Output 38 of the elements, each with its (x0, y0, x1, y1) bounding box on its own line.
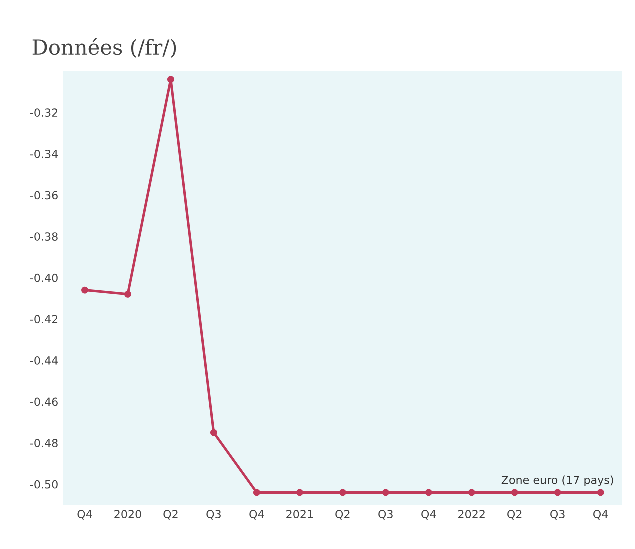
x-tick-label: Q2 (508, 510, 522, 520)
point (124, 290, 132, 298)
y-tick-label: -0.36 (30, 191, 58, 200)
x-tick-label: Q3 (206, 510, 221, 520)
x-tick-label: Q2 (164, 510, 178, 520)
x-tick-label: Q4 (78, 510, 92, 520)
point (296, 489, 304, 496)
x-tick-label: 2022 (458, 510, 485, 519)
point (597, 489, 604, 496)
y-tick-label: -0.42 (30, 315, 58, 324)
x-tick-label: Q4 (422, 510, 436, 520)
point (82, 286, 88, 294)
y-tick-label: -0.40 (30, 274, 58, 282)
y-tick-label: -0.44 (30, 356, 58, 365)
x-tick-label: Q3 (550, 510, 565, 520)
x-tick-label: Q3 (378, 510, 393, 520)
series-label: Zone euro (17 pays) (502, 476, 614, 486)
x-tick-label: 2020 (114, 510, 142, 519)
point (382, 489, 390, 496)
point (167, 76, 174, 84)
y-tick-label: -0.38 (30, 232, 58, 241)
y-tick-label: -0.50 (30, 480, 58, 489)
y-tick-label: -0.46 (30, 398, 58, 406)
x-tick-label: Q4 (250, 510, 264, 520)
point (425, 489, 432, 496)
point (511, 489, 518, 496)
chart-title: Données (/fr/) (32, 38, 176, 58)
x-tick-label: 2021 (286, 510, 314, 519)
x-tick-label: Q4 (594, 510, 608, 520)
point (468, 489, 476, 496)
x-tick-label: Q2 (336, 510, 350, 520)
y-tick-label: -0.48 (30, 439, 58, 448)
point (339, 489, 346, 496)
point (253, 489, 260, 496)
point (210, 429, 218, 436)
point (554, 489, 562, 496)
y-tick-label: -0.32 (30, 108, 58, 118)
y-tick-label: -0.34 (30, 150, 58, 158)
